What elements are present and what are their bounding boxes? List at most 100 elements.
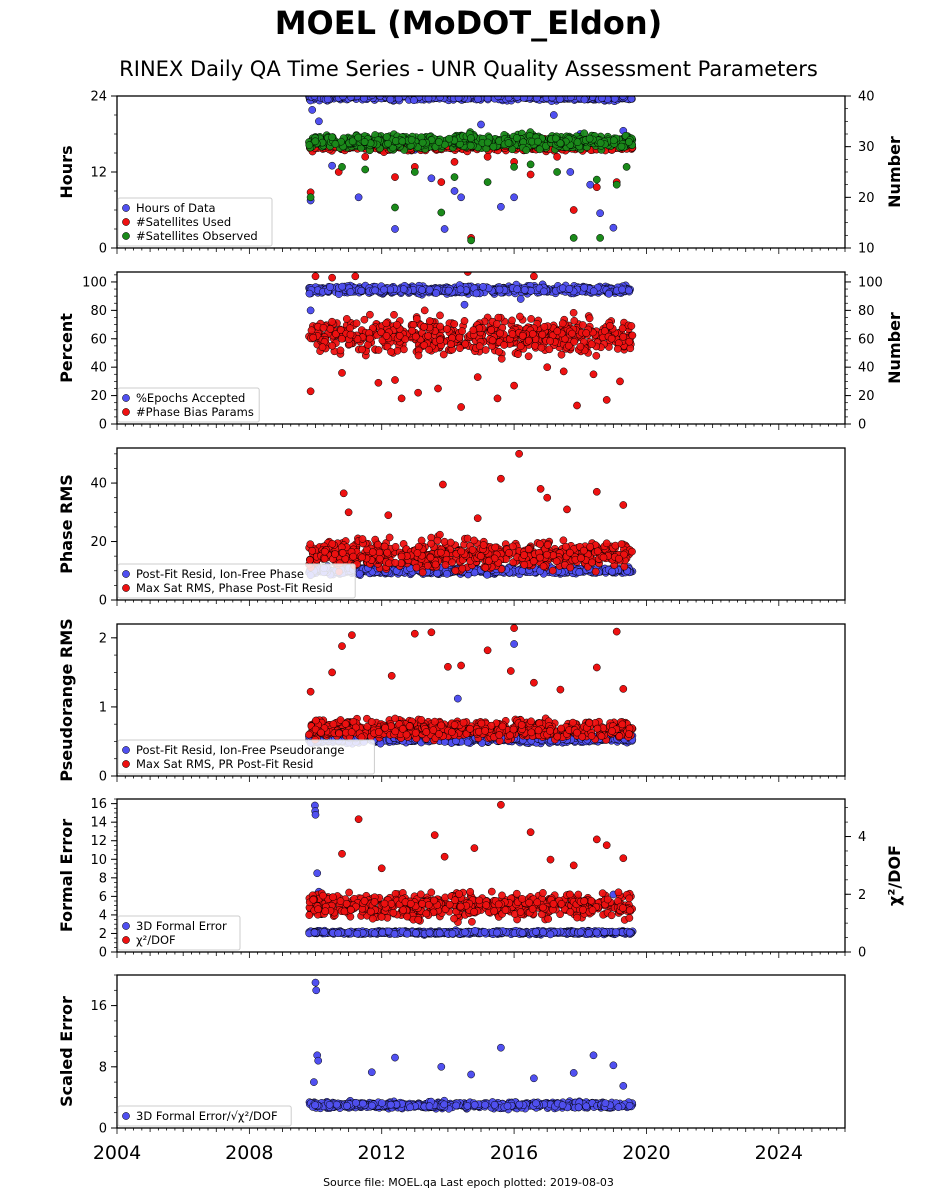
- data-point: [395, 331, 404, 340]
- data-point: [391, 542, 400, 551]
- data-point: [624, 286, 633, 295]
- data-point-outlier: [549, 111, 558, 119]
- data-point: [602, 539, 611, 548]
- data-point: [436, 336, 444, 344]
- data-point: [320, 554, 329, 563]
- data-point: [349, 552, 358, 561]
- data-point: [448, 558, 456, 567]
- data-point-outlier: [566, 168, 575, 176]
- data-point: [577, 554, 585, 562]
- data-point: [469, 326, 478, 334]
- data-point: [374, 346, 383, 354]
- data-point: [374, 540, 382, 549]
- data-point: [570, 337, 579, 346]
- data-point: [489, 142, 498, 151]
- data-point: [418, 138, 427, 147]
- data-point-outlier: [592, 487, 601, 496]
- data-point: [516, 312, 524, 321]
- y-tick-label: 12: [90, 166, 107, 181]
- data-point: [436, 322, 445, 331]
- data-point-outlier: [414, 388, 422, 397]
- data-point: [439, 350, 448, 359]
- data-point: [328, 540, 337, 548]
- data-point: [436, 96, 445, 101]
- data-point-outlier: [457, 193, 465, 202]
- y-tick-label: 40: [90, 477, 107, 492]
- data-point: [556, 139, 565, 148]
- data-point: [358, 535, 367, 543]
- data-point: [352, 319, 361, 328]
- data-point: [556, 96, 564, 103]
- y2-tick-label: 10: [858, 242, 875, 257]
- data-point: [384, 139, 392, 148]
- data-point: [520, 286, 529, 294]
- data-point-outlier: [397, 394, 406, 403]
- data-point-outlier: [328, 273, 336, 282]
- data-point: [548, 96, 556, 102]
- data-point: [628, 547, 636, 556]
- data-point: [420, 323, 428, 331]
- data-point: [524, 336, 533, 345]
- y-axis-label: Phase RMS: [57, 474, 76, 574]
- data-point: [558, 319, 567, 328]
- data-point: [566, 548, 574, 557]
- data-point: [513, 96, 522, 101]
- y-tick-label: 20: [90, 535, 107, 550]
- data-point-outlier: [450, 173, 459, 181]
- data-point: [508, 330, 517, 338]
- data-point-outlier: [437, 208, 446, 217]
- panel-3-points: [305, 449, 637, 580]
- data-point: [338, 282, 347, 291]
- data-point-outlier: [497, 202, 505, 211]
- y-tick-label: 0: [99, 242, 107, 257]
- data-point: [398, 137, 407, 146]
- data-point: [537, 343, 546, 352]
- data-point: [527, 315, 535, 323]
- data-point-outlier: [609, 223, 618, 232]
- data-point: [466, 141, 475, 150]
- data-point: [414, 351, 423, 360]
- data-point-outlier: [306, 306, 315, 315]
- data-point-outlier: [460, 300, 469, 309]
- data-point: [387, 348, 395, 356]
- data-point: [540, 287, 548, 296]
- data-point: [558, 284, 567, 293]
- data-point-outlier: [573, 401, 581, 410]
- data-point: [474, 96, 482, 103]
- legend-marker: [122, 204, 130, 212]
- data-point-outlier: [612, 180, 621, 189]
- data-point: [456, 344, 464, 353]
- data-point-outlier: [510, 163, 518, 171]
- data-point: [323, 96, 332, 104]
- y-axis-label: Percent: [57, 313, 76, 383]
- y2-tick-label: 40: [858, 90, 875, 105]
- data-point: [328, 133, 336, 142]
- data-point-outlier: [344, 508, 353, 517]
- data-point: [342, 315, 351, 323]
- data-point: [347, 96, 355, 101]
- data-point: [307, 326, 316, 335]
- data-point-outlier: [311, 272, 320, 281]
- data-point: [306, 556, 314, 564]
- data-point: [336, 346, 345, 355]
- data-point: [619, 332, 628, 341]
- data-point: [456, 285, 465, 294]
- data-point-outlier: [440, 225, 449, 233]
- data-point: [540, 322, 549, 331]
- data-point: [309, 333, 318, 342]
- y2-axis-label: Number: [885, 136, 904, 208]
- data-point-outlier: [457, 403, 465, 411]
- data-point: [504, 96, 513, 102]
- data-point: [358, 345, 366, 354]
- data-point: [589, 287, 598, 296]
- data-point-outlier: [619, 501, 628, 509]
- legend-label: Hours of Data: [136, 201, 216, 215]
- data-point: [520, 551, 528, 559]
- data-point: [483, 570, 491, 579]
- legend-label: #Phase Bias Params: [136, 405, 254, 419]
- data-point: [539, 562, 548, 571]
- data-point-outlier: [473, 514, 482, 523]
- data-point-outlier: [553, 152, 561, 161]
- data-point: [463, 534, 472, 543]
